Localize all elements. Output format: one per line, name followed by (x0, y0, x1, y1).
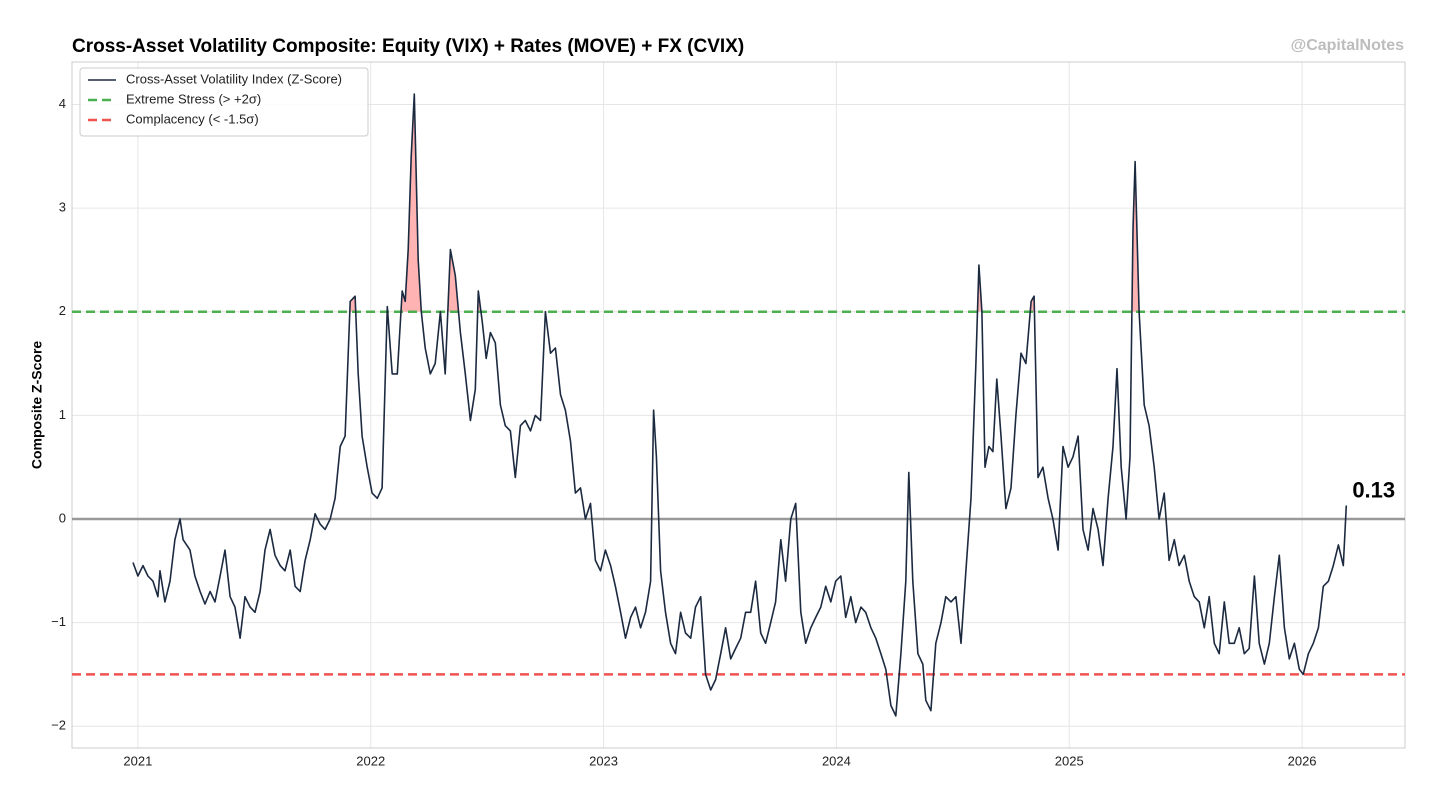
x-tick-label: 2024 (822, 753, 851, 768)
x-tick-label: 2021 (123, 753, 152, 768)
y-tick-label: −1 (51, 614, 66, 629)
x-tick-label: 2023 (589, 753, 618, 768)
y-tick-label: 3 (59, 200, 66, 215)
x-tick-label: 2022 (356, 753, 385, 768)
legend-box (79, 67, 369, 137)
legend-label: Extreme Stress (> +2σ) (126, 91, 261, 106)
y-tick-label: −2 (51, 718, 66, 733)
x-tick-label: 2025 (1055, 753, 1084, 768)
y-tick-label: 4 (59, 96, 66, 111)
plot-border (71, 61, 1406, 749)
y-tick-label: 2 (59, 303, 66, 318)
chart-title: Cross-Asset Volatility Composite: Equity… (72, 36, 744, 57)
y-tick-label: 1 (59, 407, 66, 422)
watermark: @CapitalNotes (1291, 37, 1405, 54)
x-tick-label: 2026 (1288, 753, 1317, 768)
y-tick-label: 0 (59, 510, 66, 525)
last-value-annotation: 0.13 (1352, 477, 1395, 502)
series-line (132, 93, 1348, 717)
legend-label: Complacency (< -1.5σ) (126, 111, 259, 126)
legend-label: Cross-Asset Volatility Index (Z-Score) (126, 71, 342, 86)
y-axis-label: Composite Z-Score (29, 341, 45, 470)
